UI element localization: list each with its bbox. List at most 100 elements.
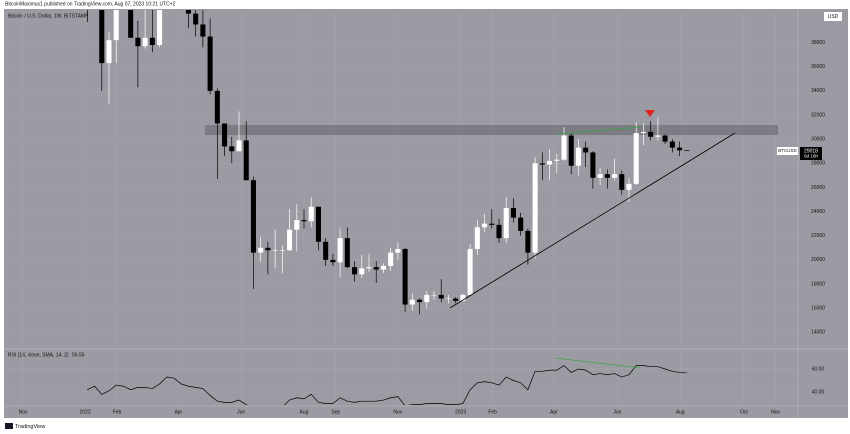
candle-body <box>619 174 625 190</box>
candle-body <box>590 152 596 178</box>
x-tick-label: Feb <box>488 409 497 415</box>
candle-body <box>510 207 516 218</box>
candle-body <box>337 238 343 263</box>
candle-body <box>222 123 228 147</box>
candle-body <box>315 206 321 242</box>
x-tick-label: Jun <box>613 409 621 415</box>
x-tick-label: Jun <box>237 409 245 415</box>
y-tick-label: 34000 <box>811 88 825 94</box>
x-tick-label: Nov <box>393 409 402 415</box>
candle-body <box>525 230 531 253</box>
candle-body <box>467 249 473 295</box>
candle-body <box>229 146 235 152</box>
symbol: BTCUSD <box>778 148 797 153</box>
candle-body <box>113 10 119 41</box>
candle-body <box>395 249 401 253</box>
rsi-tick-label: 60.00 <box>812 366 825 372</box>
candle-body <box>684 150 690 152</box>
candle-body <box>648 131 654 137</box>
candle-body <box>633 133 639 184</box>
x-tick-label: Aug <box>300 409 309 415</box>
candle-body <box>149 37 155 46</box>
symbol-box <box>777 147 798 156</box>
candle-body <box>575 147 581 166</box>
y-tick-label: 32000 <box>811 112 825 118</box>
rsi-title: RSI (14, close, SMA, 14, 2) <box>8 352 69 358</box>
candle-body <box>662 135 668 142</box>
candle-body <box>474 227 480 250</box>
x-tick-label: Nov <box>771 409 780 415</box>
candle-body <box>272 250 278 251</box>
resistance-zone <box>205 125 778 135</box>
x-tick-label: 2023 <box>455 409 466 415</box>
candle-body <box>561 135 567 160</box>
candle-body <box>200 24 206 37</box>
candle-body <box>655 135 661 137</box>
currency-box <box>824 12 842 21</box>
countdown: 6d 16h <box>804 154 818 159</box>
candle-body <box>330 259 336 263</box>
candle-body <box>554 159 560 161</box>
price-label-box <box>800 147 822 161</box>
candle-body <box>344 238 350 268</box>
candle-body <box>539 163 545 165</box>
y-tick-label: 18000 <box>811 281 825 287</box>
candle-body <box>106 40 112 64</box>
candle-body <box>279 250 285 251</box>
candle-body <box>128 10 134 38</box>
candle-body <box>359 268 365 275</box>
candle-body <box>373 267 379 270</box>
y-tick-label: 20000 <box>811 257 825 263</box>
y-tick-label: 16000 <box>811 305 825 311</box>
x-tick-label: Aug <box>676 409 685 415</box>
currency: USD <box>828 14 839 20</box>
candle-body <box>402 249 408 305</box>
candle-body <box>626 183 632 190</box>
candle-body <box>482 223 488 228</box>
candle-body <box>287 229 293 251</box>
trend-line <box>449 132 736 309</box>
attribution: BitcoinMaximus1 published on TradingView… <box>5 1 176 7</box>
candle-body <box>424 294 430 303</box>
candle-body <box>250 180 256 253</box>
candles <box>86 10 690 315</box>
y-tick-label: 14000 <box>811 330 825 336</box>
x-tick-label: Nov <box>19 409 28 415</box>
candle-body <box>185 10 191 14</box>
candle-body <box>243 140 249 181</box>
x-tick-label: 2022 <box>80 409 91 415</box>
candle-body <box>388 252 394 266</box>
candle-body <box>409 299 415 305</box>
grid <box>5 10 798 405</box>
candle-body <box>142 37 148 47</box>
candle-body <box>532 163 538 253</box>
candle-body <box>583 147 589 153</box>
candle-body <box>193 13 199 25</box>
x-tick-label: Feb <box>113 409 122 415</box>
candle-body <box>99 10 105 64</box>
y-tick-label: 38000 <box>811 40 825 46</box>
candle-body <box>207 36 213 91</box>
candle-body <box>308 206 314 222</box>
candle-body <box>157 10 163 46</box>
candle-body <box>258 247 264 253</box>
rsi-pane <box>5 365 798 405</box>
rsi-last-value: 56.55 <box>72 352 85 358</box>
candle-body <box>640 131 646 134</box>
candle-body <box>453 298 459 301</box>
candle-body <box>677 147 683 151</box>
x-tick-label: Apr <box>550 409 558 415</box>
x-tick-label: Sep <box>331 409 340 415</box>
candle-body <box>265 247 271 251</box>
candle-body <box>489 223 495 225</box>
sell-marker <box>645 110 655 117</box>
candle-body <box>612 174 618 178</box>
candle-body <box>503 207 509 239</box>
candle-body <box>323 241 329 260</box>
candle-body <box>438 294 444 299</box>
candle-body <box>597 174 603 178</box>
candle-body <box>366 267 372 269</box>
y-tick-label: 22000 <box>811 233 825 239</box>
candle-body <box>431 294 437 296</box>
